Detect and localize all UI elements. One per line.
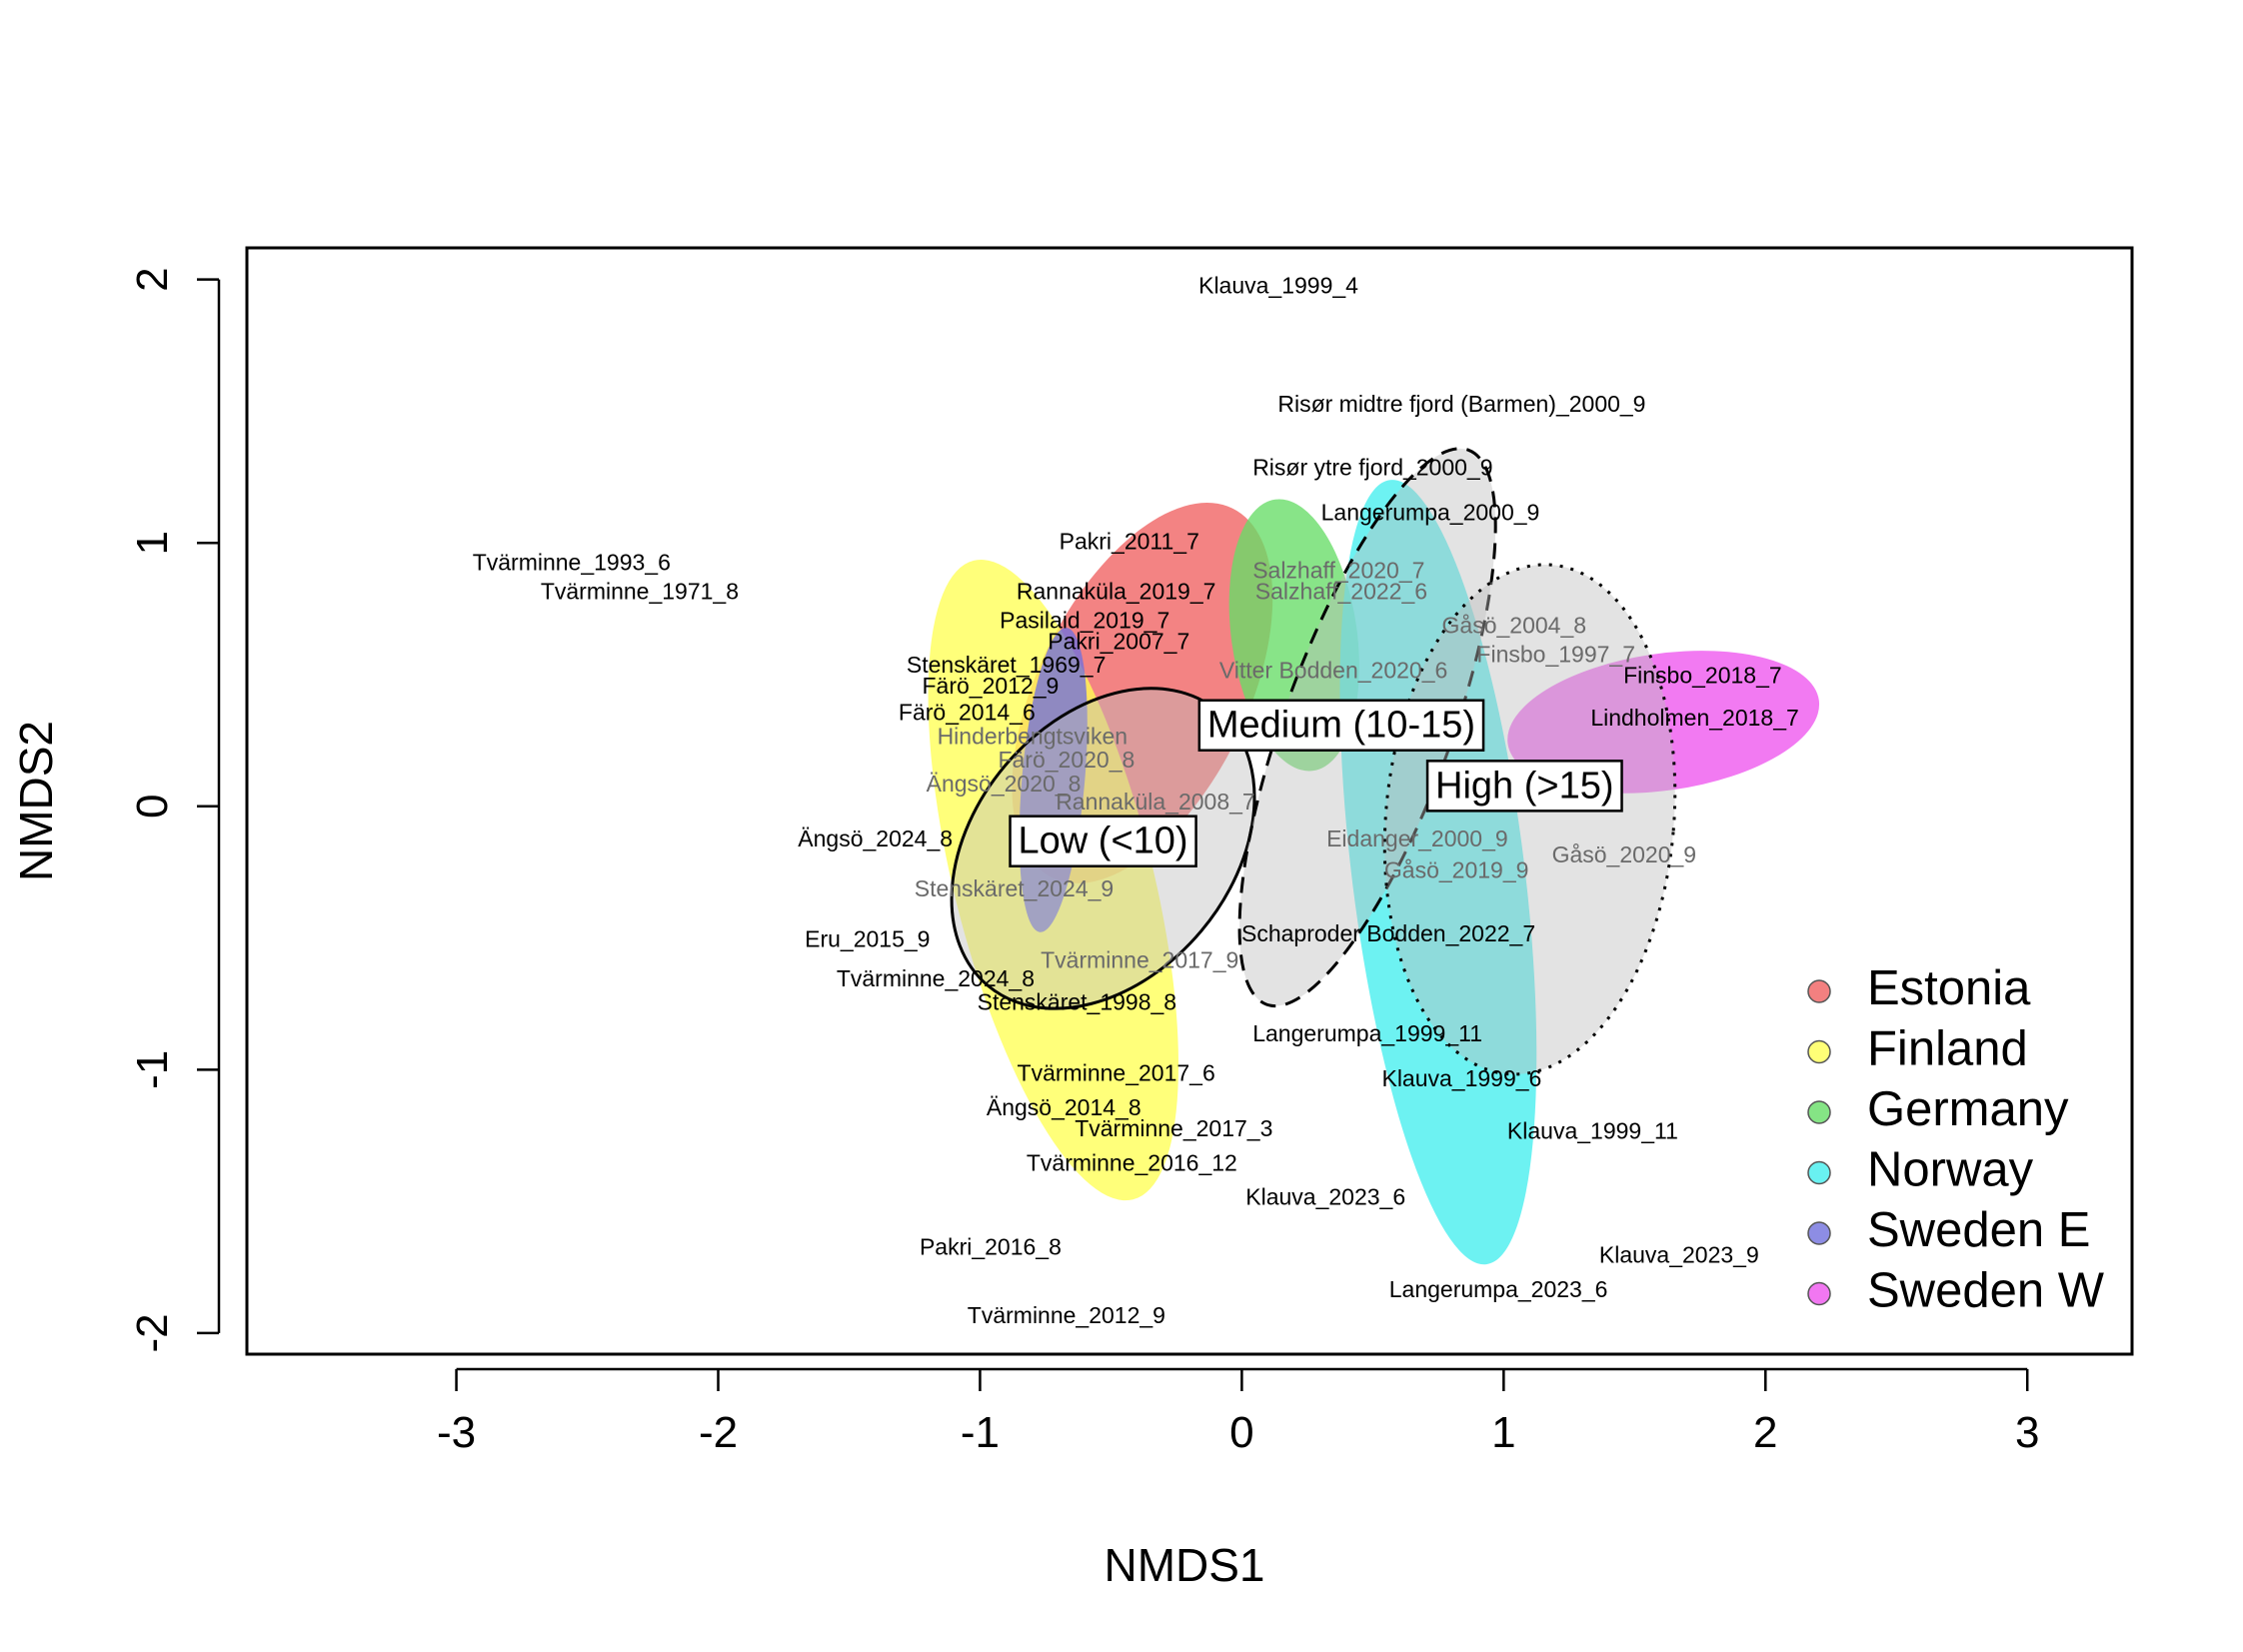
- site-label-klauva-1999-11: Klauva_1999_11: [1507, 1118, 1678, 1144]
- site-label-tv-rminne-2017-3: Tvärminne_2017_3: [1075, 1115, 1272, 1141]
- group-label-high-15: High (>15): [1435, 765, 1613, 807]
- site-label-ngs-2020-8: Ängsö_2020_8: [927, 771, 1082, 797]
- x-tick-label: 1: [1491, 1408, 1515, 1457]
- site-label-stensk-ret-1998-8: Stenskäret_1998_8: [978, 989, 1177, 1015]
- site-label-g-s-2004-8: Gåsö_2004_8: [1442, 613, 1587, 639]
- group-ellipse-high-15: [1382, 563, 1677, 1076]
- y-axis-title: NMDS2: [10, 721, 62, 881]
- legend-label-finland: Finland: [1867, 1021, 2028, 1075]
- site-label-stensk-ret-2024-9: Stenskäret_2024_9: [915, 875, 1115, 901]
- legend-swatch-germany: [1807, 1100, 1831, 1124]
- legend-label-sweden-w: Sweden W: [1867, 1263, 2105, 1317]
- site-label-f-r-2014-6: Färö_2014_6: [899, 700, 1036, 726]
- site-label-ngs-2024-8: Ängsö_2024_8: [798, 826, 953, 851]
- x-axis-title: NMDS1: [1104, 1539, 1264, 1591]
- site-label-pakri-2011-7: Pakri_2011_7: [1060, 528, 1199, 554]
- site-label-layer: Klauva_1999_4 Risør midtre fjord (Barmen)…: [473, 273, 1799, 1329]
- site-label-tv-rminne-2017-9: Tvärminne_2017_9: [1041, 946, 1238, 972]
- site-label-salzhaff-2020-7: Salzhaff_2020_7: [1252, 557, 1424, 583]
- site-label-g-s-2020-9: Gåsö_2020_9: [1552, 841, 1697, 867]
- site-label-salzhaff-2022-6: Salzhaff_2022_6: [1255, 578, 1427, 604]
- site-label-g-s-2019-9: Gåsö_2019_9: [1384, 857, 1529, 883]
- legend-label-sweden-e: Sweden E: [1867, 1203, 2090, 1257]
- y-tick-label: 0: [128, 795, 177, 819]
- legend-swatch-sweden-e: [1807, 1221, 1831, 1245]
- site-label-rannak-la-2019-7: Rannaküla_2019_7: [1017, 578, 1216, 604]
- group-label-box-medium-10-15: [1197, 699, 1485, 752]
- site-label-finsbo-1997-7: Finsbo_1997_7: [1476, 642, 1635, 668]
- y-tick-label: -1: [128, 1050, 177, 1089]
- y-axis: -2 -1 0 1 2: [128, 267, 221, 1352]
- legend-label-norway: Norway: [1867, 1142, 2034, 1196]
- site-label-stensk-ret-1969-7: Stenskäret_1969_7: [907, 652, 1107, 678]
- x-tick-label: 2: [1753, 1408, 1777, 1457]
- site-label-rannak-la-2008-7: Rannaküla_2008_7: [1056, 789, 1255, 815]
- group-label-box-high-15: [1425, 760, 1623, 813]
- site-label-tv-rminne-2024-8: Tvärminne_2024_8: [837, 965, 1035, 991]
- x-tick-label: 0: [1229, 1408, 1253, 1457]
- site-label-pakri-2016-8: Pakri_2016_8: [920, 1234, 1062, 1260]
- legend-swatch-norway: [1807, 1160, 1831, 1185]
- y-tick-label: -2: [128, 1313, 177, 1352]
- site-label-langerumpa-1999-11: Langerumpa_1999_11: [1252, 1020, 1482, 1046]
- site-label-klauva-1999-6: Klauva_1999_6: [1381, 1065, 1541, 1091]
- group-label-layer: Low (<10) Medium (10-15) High (>15): [1009, 699, 1623, 867]
- site-label-f-r-2020-8: Färö_2020_8: [998, 747, 1134, 773]
- legend-swatch-sweden-w: [1807, 1281, 1831, 1306]
- legend-label-germany: Germany: [1867, 1082, 2069, 1136]
- site-label-hinderbengtsviken: Hinderbengtsviken: [938, 723, 1128, 749]
- site-label-tv-rminne-2017-6: Tvärminne_2017_6: [1018, 1060, 1215, 1086]
- site-label-pakri-2007-7: Pakri_2007_7: [1048, 628, 1189, 654]
- site-label-klauva-1999-4: Klauva_1999_4: [1198, 273, 1358, 299]
- site-label-f-r-2012-9: Färö_2012_9: [923, 673, 1060, 699]
- site-label-klauva-2023-6: Klauva_2023_6: [1245, 1184, 1405, 1210]
- y-tick-label: 1: [128, 531, 177, 555]
- x-axis: -3 -2 -1 0 1 2 3: [437, 1367, 2039, 1457]
- plot-frame: [245, 246, 2134, 1356]
- legend-label-estonia: Estonia: [1867, 961, 2031, 1015]
- site-label-ngs-2014-8: Ängsö_2014_8: [987, 1094, 1141, 1120]
- site-label-ris-r-ytre-fjord-2000-9: Risør ytre fjord_2000_9: [1252, 454, 1492, 480]
- x-tick-label: 3: [2015, 1408, 2039, 1457]
- site-label-lindholmen-2018-7: Lindholmen_2018_7: [1590, 705, 1798, 731]
- site-label-eru-2015-9: Eru_2015_9: [805, 925, 930, 951]
- site-label-klauva-2023-9: Klauva_2023_9: [1599, 1242, 1759, 1268]
- site-label-tv-rminne-1971-8: Tvärminne_1971_8: [541, 578, 739, 604]
- group-label-box-low-10: [1009, 815, 1197, 867]
- site-label-ris-r-midtre-fjord-barmen-2000-9: Risør midtre fjord (Barmen)_2000_9: [1277, 391, 1645, 417]
- x-tick-label: -3: [437, 1408, 476, 1457]
- x-tick-label: -1: [961, 1408, 1000, 1457]
- site-label-langerumpa-2000-9: Langerumpa_2000_9: [1321, 499, 1540, 525]
- site-label-tv-rminne-2016-12: Tvärminne_2016_12: [1027, 1149, 1237, 1175]
- site-label-schaproder-bodden-2022-7: Schaproder Bodden_2022_7: [1241, 920, 1535, 946]
- legend-swatch-finland: [1807, 1039, 1831, 1064]
- group-label-medium-10-15: Medium (10-15): [1207, 705, 1475, 747]
- y-tick-label: 2: [128, 267, 177, 291]
- ellipse-sweden-w: [1507, 651, 1820, 794]
- site-label-tv-rminne-1993-6: Tvärminne_1993_6: [473, 549, 671, 575]
- group-label-low-10: Low (<10): [1019, 821, 1188, 862]
- site-label-pasilaid-2019-7: Pasilaid_2019_7: [1000, 607, 1169, 633]
- site-label-vitter-bodden-2020-6: Vitter Bodden_2020_6: [1219, 657, 1448, 683]
- legend: Estonia Finland Germany Norway Sweden E Swede…: [1807, 961, 2105, 1317]
- site-label-tv-rminne-2012-9: Tvärminne_2012_9: [968, 1302, 1165, 1328]
- legend-swatch-estonia: [1807, 979, 1831, 1003]
- site-label-finsbo-2018-7: Finsbo_2018_7: [1623, 663, 1782, 689]
- site-label-eidanger-2000-9: Eidanger_2000_9: [1326, 826, 1508, 851]
- x-tick-label: -2: [699, 1408, 738, 1457]
- site-label-langerumpa-2023-6: Langerumpa_2023_6: [1389, 1276, 1608, 1302]
